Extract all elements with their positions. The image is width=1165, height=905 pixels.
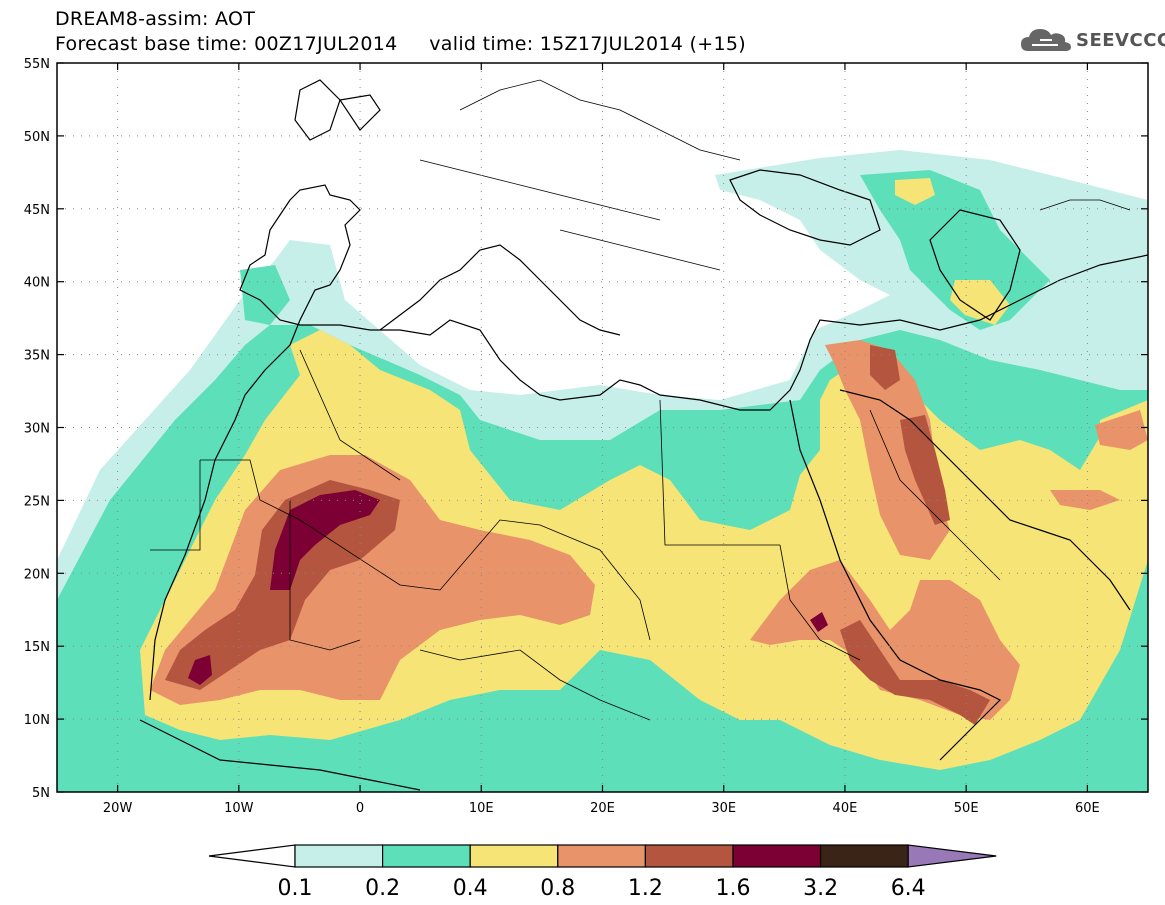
lon-tick-label: 50E [954, 801, 979, 816]
lon-tick-label: 10W [224, 801, 254, 816]
colorbar-label: 0.8 [540, 876, 575, 901]
seevccc-logo: SEEVCCC [1020, 24, 1165, 56]
lat-tick-label: 5N [32, 786, 50, 801]
colorbar-segment [732, 844, 822, 868]
colorbar-label: 1.2 [628, 876, 663, 901]
aot-contours [57, 150, 1148, 792]
lon-tick-label: 60E [1075, 801, 1100, 816]
longitude-labels: 20W 10W 0 10E 20E 30E 40E 50E 60E [103, 801, 1100, 816]
colorbar-segment [382, 844, 471, 868]
colorbar-segment [557, 844, 646, 868]
colorbar-segment [644, 844, 734, 868]
logo-text: SEEVCCC [1076, 29, 1165, 51]
colorbar-label: 3.2 [803, 876, 838, 901]
colorbar-segment [294, 844, 384, 868]
lat-tick-label: 40N [24, 276, 50, 291]
colorbar-segment [819, 844, 909, 868]
lat-tick-label: 20N [24, 567, 50, 582]
colorbar-label: 0.4 [453, 876, 488, 901]
lat-tick-label: 35N [24, 349, 50, 364]
colorbar-high-arrow [907, 844, 997, 868]
colorbar-label: 0.1 [278, 876, 313, 901]
country-borders [150, 79, 1131, 721]
lat-tick-label: 50N [24, 130, 50, 145]
lon-tick-label: 20E [590, 801, 615, 816]
map-title: DREAM8-assim: AOT [55, 8, 256, 30]
axis-ticks [57, 62, 1148, 793]
lat-tick-label: 25N [24, 494, 50, 509]
valid-time-label: valid time: 15Z17JUL2014 (+15) [429, 33, 746, 55]
lat-tick-label: 10N [24, 713, 50, 728]
lat-tick-label: 55N [24, 57, 50, 72]
colorbar-low-arrow [208, 844, 296, 868]
lon-tick-label: 0 [356, 801, 364, 816]
lat-tick-label: 15N [24, 640, 50, 655]
lon-tick-label: 40E [833, 801, 858, 816]
colorbar: 0.1 0.2 0.4 0.8 1.2 1.6 3.2 6.4 [208, 844, 997, 901]
coastlines [139, 79, 1148, 791]
lat-tick-label: 30N [24, 422, 50, 437]
colorbar-label: 0.2 [365, 876, 400, 901]
colorbar-label: 1.6 [716, 876, 751, 901]
contour-1.6 [188, 490, 828, 685]
lon-tick-label: 30E [711, 801, 736, 816]
lon-tick-label: 20W [103, 801, 133, 816]
forecast-time-line: Forecast base time: 00Z17JUL2014 valid t… [55, 33, 746, 55]
base-time-label: Forecast base time: 00Z17JUL2014 [55, 33, 398, 55]
lat-tick-label: 45N [24, 203, 50, 218]
colorbar-label: 6.4 [891, 876, 926, 901]
lon-tick-label: 10E [469, 801, 494, 816]
colorbar-segment [469, 844, 559, 868]
cloud-icon [1021, 29, 1071, 51]
latitude-labels: 55N 50N 45N 40N 35N 30N 25N 20N 15N 10N 5N [24, 57, 50, 801]
